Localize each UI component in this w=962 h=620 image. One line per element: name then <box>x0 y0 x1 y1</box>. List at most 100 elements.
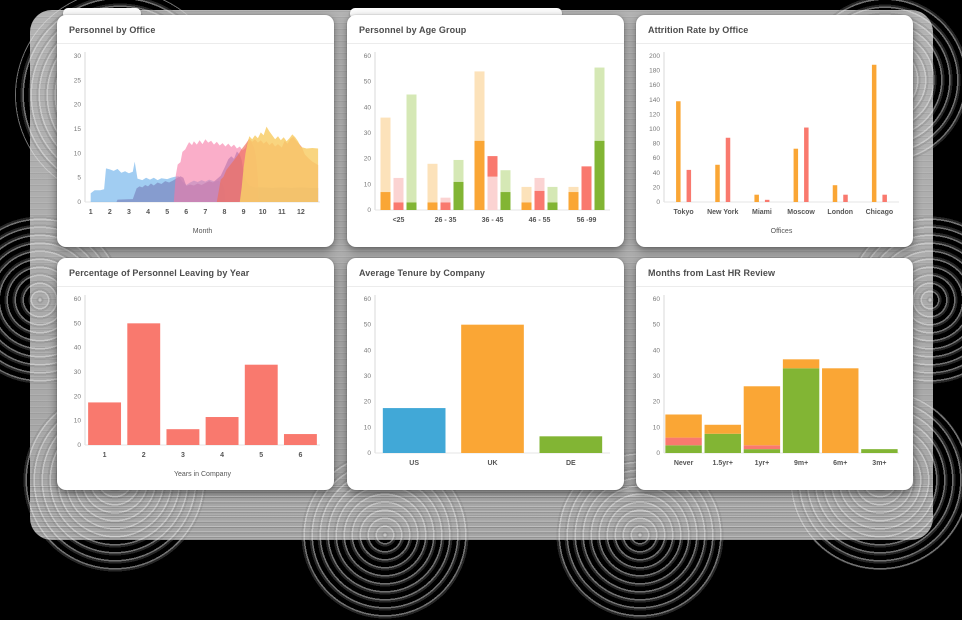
svg-text:6m+: 6m+ <box>833 460 847 467</box>
svg-text:30: 30 <box>364 130 372 137</box>
svg-text:Years in Company: Years in Company <box>174 471 231 478</box>
svg-text:Chicago: Chicago <box>866 209 894 216</box>
svg-text:10: 10 <box>259 209 267 216</box>
svg-text:0: 0 <box>367 450 371 457</box>
svg-text:10: 10 <box>74 150 82 157</box>
background-card-edge <box>63 8 141 19</box>
chart-card-personnel-leaving-by-year: Percentage of Personnel Leaving by Year … <box>57 258 334 490</box>
chart-title: Average Tenure by Company <box>347 258 624 287</box>
chart-card-average-tenure-by-company: Average Tenure by Company 0 10 20 30 40 50 60 U… <box>347 258 624 490</box>
svg-text:London: London <box>827 209 853 216</box>
svg-text:7: 7 <box>203 209 207 216</box>
svg-text:50: 50 <box>653 322 661 329</box>
svg-text:60: 60 <box>74 296 82 303</box>
svg-text:20: 20 <box>364 156 372 163</box>
chart-title: Personnel by Age Group <box>347 15 624 44</box>
svg-text:0: 0 <box>656 199 660 206</box>
svg-text:Never: Never <box>674 460 694 467</box>
svg-text:DE: DE <box>566 460 576 467</box>
svg-text:100: 100 <box>649 126 660 133</box>
chart-card-months-from-last-hr-review: Months from Last HR Review 0 10 20 30 40 50 60… <box>636 258 913 490</box>
svg-text:2: 2 <box>142 452 146 459</box>
svg-text:20: 20 <box>653 399 661 406</box>
svg-text:5: 5 <box>77 175 81 182</box>
svg-text:1yr+: 1yr+ <box>755 460 770 467</box>
personnel-leaving-by-year-chart[interactable]: 0 10 20 30 40 50 60 Years in Company 1 2 3 4 5 6 <box>61 289 328 479</box>
chart-area: 0 10 20 30 40 50 60 Never 1.5yr+ 1yr+ 9m+ 6m+ 3m+ <box>636 287 913 479</box>
svg-text:50: 50 <box>74 320 82 327</box>
svg-text:40: 40 <box>653 347 661 354</box>
chart-title: Percentage of Personnel Leaving by Year <box>57 258 334 287</box>
svg-text:10: 10 <box>74 418 82 425</box>
svg-text:New York: New York <box>707 209 738 216</box>
average-tenure-by-company-chart[interactable]: 0 10 20 30 40 50 60 US UK DE <box>351 289 618 479</box>
svg-text:8: 8 <box>223 209 227 216</box>
svg-text:Miami: Miami <box>752 209 772 216</box>
background-card-edge <box>350 8 562 19</box>
svg-text:50: 50 <box>364 79 372 86</box>
svg-text:200: 200 <box>649 53 660 60</box>
chart-title: Personnel by Office <box>57 15 334 44</box>
svg-text:4: 4 <box>146 209 150 216</box>
chart-area: 0 10 20 30 40 50 60 Years in Company 1 2 3 4 5 6 <box>57 287 334 479</box>
svg-text:25: 25 <box>74 77 82 84</box>
chart-area: 0 5 10 15 20 25 30 Month 1 2 3 4 5 6 7 8 9 10 11 12 <box>57 44 334 236</box>
svg-text:140: 140 <box>649 97 660 104</box>
svg-text:Moscow: Moscow <box>787 209 815 216</box>
svg-text:0: 0 <box>77 199 81 206</box>
svg-text:4: 4 <box>220 452 224 459</box>
svg-text:Month: Month <box>193 228 213 235</box>
background-striations <box>30 486 933 540</box>
svg-text:50: 50 <box>364 322 372 329</box>
svg-text:20: 20 <box>364 399 372 406</box>
chart-area: 0 10 20 30 40 50 60 <25 26 - 35 36 - 45 46 - 55 56 … <box>347 44 624 236</box>
svg-text:9m+: 9m+ <box>794 460 808 467</box>
svg-text:Offices: Offices <box>771 228 793 235</box>
svg-text:3: 3 <box>127 209 131 216</box>
svg-text:1: 1 <box>89 209 93 216</box>
svg-text:30: 30 <box>653 373 661 380</box>
svg-text:40: 40 <box>653 170 661 177</box>
svg-text:6: 6 <box>184 209 188 216</box>
personnel-by-age-group-chart[interactable]: 0 10 20 30 40 50 60 <25 26 - 35 36 - 45 46 - 55 56 … <box>351 46 618 236</box>
svg-text:10: 10 <box>653 424 661 431</box>
svg-text:5: 5 <box>165 209 169 216</box>
svg-text:30: 30 <box>364 373 372 380</box>
svg-text:80: 80 <box>653 141 661 148</box>
svg-text:<25: <25 <box>393 217 405 224</box>
svg-text:11: 11 <box>278 209 286 216</box>
svg-text:3: 3 <box>181 452 185 459</box>
months-from-last-hr-review-chart[interactable]: 0 10 20 30 40 50 60 Never 1.5yr+ 1yr+ 9m+ 6m+ 3m+ <box>640 289 907 479</box>
svg-text:46 - 55: 46 - 55 <box>529 217 551 224</box>
svg-text:1.5yr+: 1.5yr+ <box>713 460 733 467</box>
svg-text:20: 20 <box>74 102 82 109</box>
chart-title: Attrition Rate by Office <box>636 15 913 44</box>
chart-card-personnel-by-age-group: Personnel by Age Group 0 10 20 30 40 50 60 <25 2… <box>347 15 624 247</box>
svg-text:10: 10 <box>364 424 372 431</box>
svg-text:US: US <box>409 460 419 467</box>
svg-text:36 - 45: 36 - 45 <box>482 217 504 224</box>
svg-text:6: 6 <box>298 452 302 459</box>
attrition-rate-by-office-chart[interactable]: 0 20 40 60 80 100 120 140 160 180 200 Offices Tokyo N… <box>640 46 907 236</box>
svg-text:160: 160 <box>649 82 660 89</box>
svg-text:UK: UK <box>487 460 497 467</box>
svg-text:60: 60 <box>364 296 372 303</box>
svg-text:56 -99: 56 -99 <box>577 217 597 224</box>
svg-text:60: 60 <box>653 296 661 303</box>
svg-text:26 - 35: 26 - 35 <box>435 217 457 224</box>
chart-card-attrition-rate-by-office: Attrition Rate by Office 0 20 40 60 80 100 120… <box>636 15 913 247</box>
svg-text:40: 40 <box>364 104 372 111</box>
svg-text:40: 40 <box>364 347 372 354</box>
svg-text:40: 40 <box>74 345 82 352</box>
svg-text:60: 60 <box>653 155 661 162</box>
svg-text:15: 15 <box>74 126 82 133</box>
chart-area: 0 10 20 30 40 50 60 US UK DE <box>347 287 624 479</box>
svg-text:30: 30 <box>74 369 82 376</box>
svg-text:Tokyo: Tokyo <box>674 209 694 216</box>
svg-text:0: 0 <box>367 207 371 214</box>
svg-text:0: 0 <box>656 450 660 457</box>
svg-text:9: 9 <box>242 209 246 216</box>
svg-text:3m+: 3m+ <box>872 460 886 467</box>
